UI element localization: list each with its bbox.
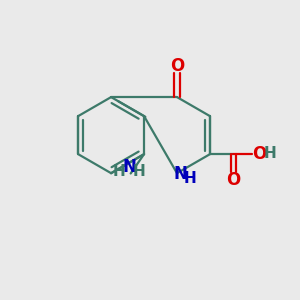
Text: O: O xyxy=(170,57,184,75)
Text: H: H xyxy=(184,171,196,186)
Text: N: N xyxy=(173,165,187,183)
Text: H: H xyxy=(113,164,126,179)
Text: O: O xyxy=(226,171,240,189)
Text: N: N xyxy=(123,158,136,176)
Text: H: H xyxy=(264,146,276,161)
Text: O: O xyxy=(252,145,266,163)
Text: H: H xyxy=(133,164,146,179)
